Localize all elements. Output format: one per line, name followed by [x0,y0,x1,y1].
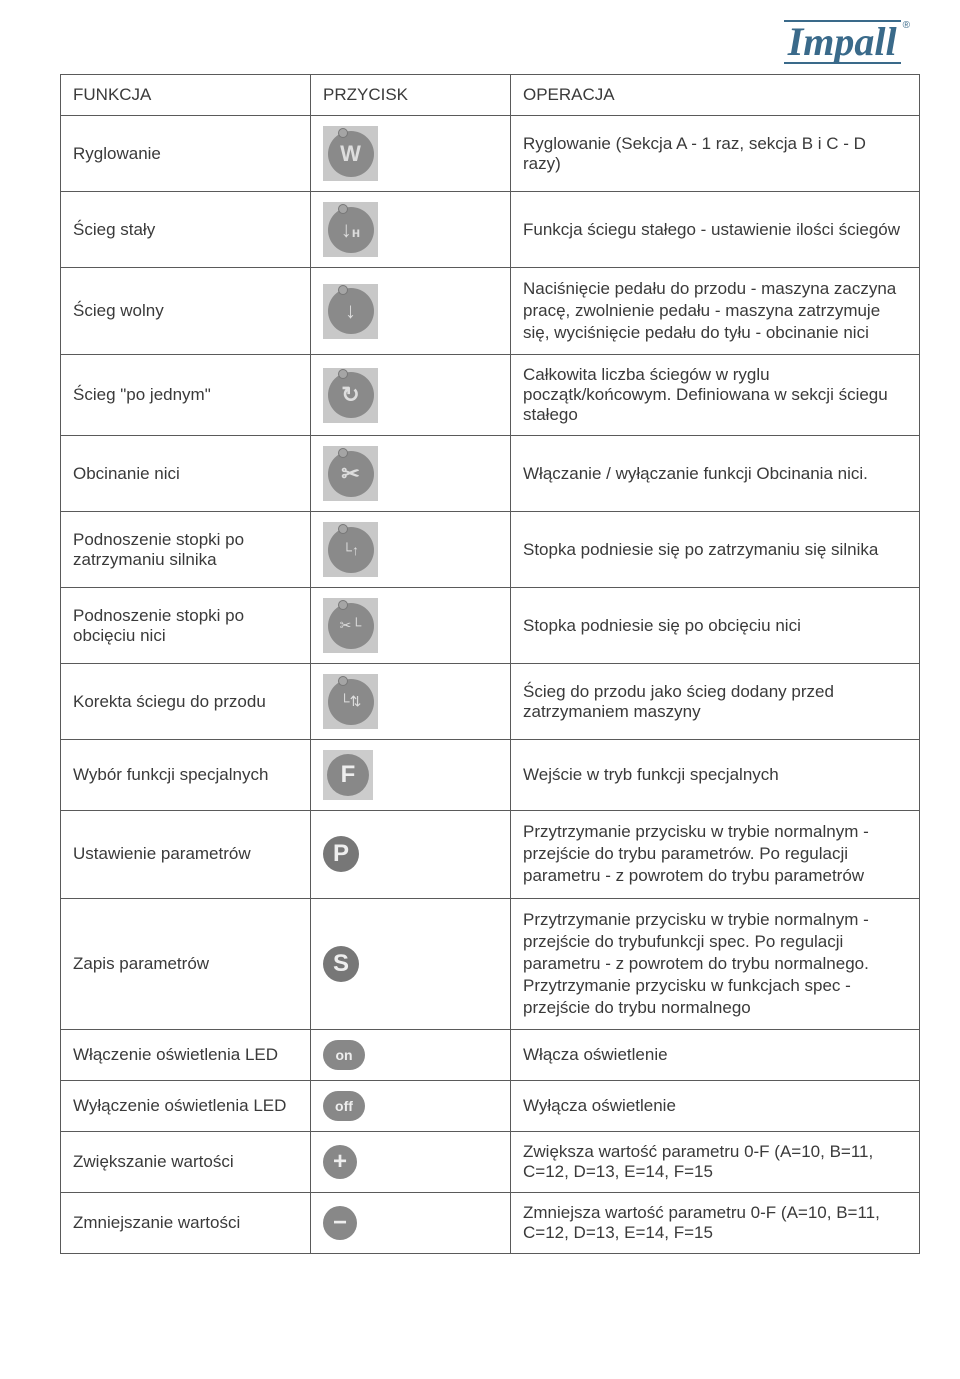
down-fixed-icon: ↓н [323,202,378,257]
table-row: Wyłączenie oświetlenia LED off Wyłącza o… [61,1081,920,1132]
op-label: Stopka podniesie się po zatrzymaniu się … [511,512,920,588]
on-icon: on [323,1040,365,1070]
op-label: Włączanie / wyłączanie funkcji Obcinania… [511,436,920,512]
icon-cell: ↓н [311,192,511,268]
icon-cell: ✂└ [311,588,511,664]
func-label: Ustawienie parametrów [61,811,311,898]
table-header-row: FUNKCJA PRZYCISK OPERACJA [61,75,920,116]
op-label: Zwiększa wartość parametru 0-F (A=10, B=… [511,1132,920,1193]
foot-up-icon: └↑ [323,522,378,577]
f-icon: F [323,750,373,800]
foot-arrows-icon: └⇅ [323,674,378,729]
icon-cell: S [311,898,511,1029]
table-row: Ustawienie parametrów P Przytrzymanie pr… [61,811,920,898]
table-row: Zwiększanie wartości + Zwiększa wartość … [61,1132,920,1193]
func-label: Podnoszenie stopki po obcięciu nici [61,588,311,664]
func-label: Ryglowanie [61,116,311,192]
table-row: Włączenie oświetlenia LED on Włącza oświ… [61,1030,920,1081]
icon-cell: F [311,740,511,811]
table-row: Podnoszenie stopki po obcięciu nici ✂└ S… [61,588,920,664]
op-label: Przytrzymanie przycisku w trybie normaln… [511,811,920,898]
op-label: Całkowita liczba ściegów w ryglu początk… [511,355,920,436]
foot-cut-icon: ✂└ [323,598,378,653]
table-row: Podnoszenie stopki po zatrzymaniu silnik… [61,512,920,588]
icon-cell: + [311,1132,511,1193]
op-label: Zmniejsza wartość parametru 0-F (A=10, B… [511,1193,920,1254]
op-label: Przytrzymanie przycisku w trybie normaln… [511,898,920,1029]
func-label: Zwiększanie wartości [61,1132,311,1193]
op-label: Ścieg do przodu jako ścieg dodany przed … [511,664,920,740]
icon-cell: ✂ [311,436,511,512]
table-row: Obcinanie nici ✂ Włączanie / wyłączanie … [61,436,920,512]
minus-icon: − [323,1206,357,1240]
table-row: Ścieg wolny ↓ Naciśnięcie pedału do przo… [61,268,920,355]
func-label: Zmniejszanie wartości [61,1193,311,1254]
op-label: Ryglowanie (Sekcja A - 1 raz, sekcja B i… [511,116,920,192]
down-free-icon: ↓ [323,284,378,339]
table-row: Ścieg stały ↓н Funkcja ściegu stałego - … [61,192,920,268]
off-icon: off [323,1091,365,1121]
s-icon: S [323,946,359,982]
func-label: Obcinanie nici [61,436,311,512]
p-icon: P [323,836,359,872]
op-label: Włącza oświetlenie [511,1030,920,1081]
icon-cell: off [311,1081,511,1132]
table-row: Zmniejszanie wartości − Zmniejsza wartoś… [61,1193,920,1254]
op-label: Funkcja ściegu stałego - ustawienie iloś… [511,192,920,268]
func-label: Wybór funkcji specjalnych [61,740,311,811]
func-label: Ścieg "po jednym" [61,355,311,436]
table-row: Zapis parametrów S Przytrzymanie przycis… [61,898,920,1029]
func-label: Zapis parametrów [61,898,311,1029]
table-row: Wybór funkcji specjalnych F Wejście w tr… [61,740,920,811]
op-label: Wyłącza oświetlenie [511,1081,920,1132]
icon-cell: W [311,116,511,192]
table-row: Korekta ściegu do przodu └⇅ Ścieg do prz… [61,664,920,740]
op-label: Wejście w tryb funkcji specjalnych [511,740,920,811]
func-label: Wyłączenie oświetlenia LED [61,1081,311,1132]
icon-cell: ↓ [311,268,511,355]
header-function: FUNKCJA [61,75,311,116]
icon-cell: └⇅ [311,664,511,740]
header-operation: OPERACJA [511,75,920,116]
cycle-icon: ↻ [323,368,378,423]
ww-icon: W [323,126,378,181]
icon-cell: ↻ [311,355,511,436]
scissors-icon: ✂ [323,446,378,501]
icon-cell: P [311,811,511,898]
function-table: FUNKCJA PRZYCISK OPERACJA Ryglowanie W R… [60,74,920,1254]
func-label: Podnoszenie stopki po zatrzymaniu silnik… [61,512,311,588]
func-label: Ścieg wolny [61,268,311,355]
registered-mark: ® [903,20,910,31]
logo-area: Impall® [60,20,920,64]
icon-cell: └↑ [311,512,511,588]
op-label: Naciśnięcie pedału do przodu - maszyna z… [511,268,920,355]
func-label: Włączenie oświetlenia LED [61,1030,311,1081]
func-label: Ścieg stały [61,192,311,268]
table-row: Ścieg "po jednym" ↻ Całkowita liczba ści… [61,355,920,436]
op-label: Stopka podniesie się po obcięciu nici [511,588,920,664]
func-label: Korekta ściegu do przodu [61,664,311,740]
icon-cell: − [311,1193,511,1254]
table-row: Ryglowanie W Ryglowanie (Sekcja A - 1 ra… [61,116,920,192]
brand-logo: Impall [784,20,901,64]
icon-cell: on [311,1030,511,1081]
header-button: PRZYCISK [311,75,511,116]
plus-icon: + [323,1145,357,1179]
